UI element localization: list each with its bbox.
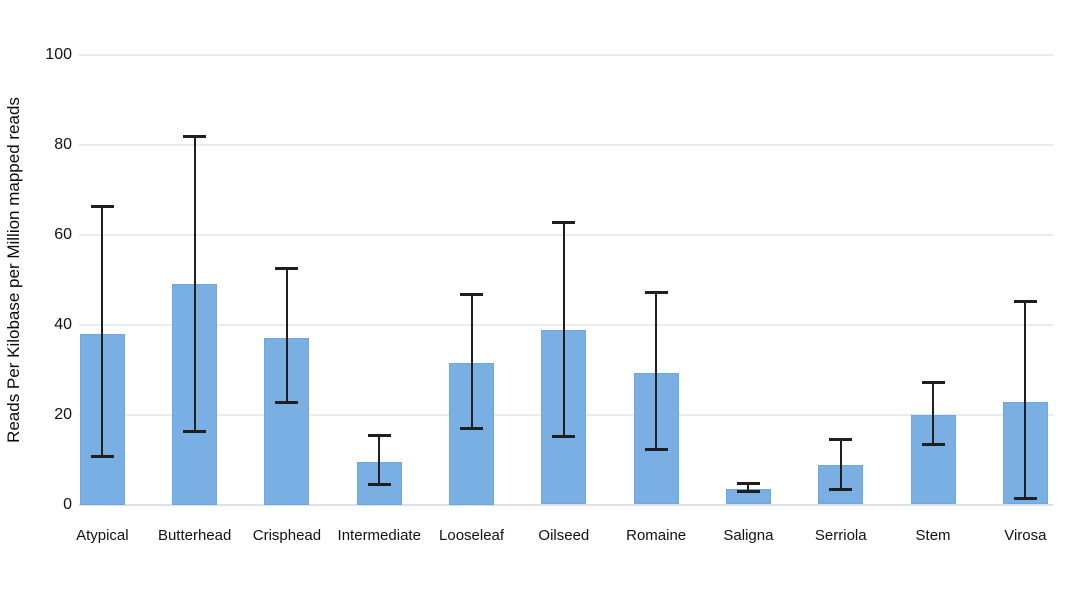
error-bar-cap-top xyxy=(644,291,668,295)
error-bar-cap-bottom xyxy=(552,435,576,439)
error-bar-cap-top xyxy=(829,438,853,442)
error-bar-cap-top xyxy=(275,267,299,271)
error-bar-line xyxy=(839,439,842,491)
error-bar-line xyxy=(655,292,658,451)
y-tick-label: 100 xyxy=(45,45,72,63)
x-tick-label: Crisphead xyxy=(252,527,322,544)
error-bar-line xyxy=(1024,301,1027,500)
error-bar-cap-bottom xyxy=(90,455,114,459)
error-bar-cap-top xyxy=(921,381,945,385)
gridline xyxy=(79,143,1053,146)
x-tick-label: Oilseed xyxy=(538,527,590,544)
x-tick-label: Saligna xyxy=(723,527,774,544)
error-bar-cap-bottom xyxy=(275,401,299,405)
x-tick-label: Stem xyxy=(915,527,951,544)
x-tick-label: Atypical xyxy=(76,527,129,544)
bar[interactable] xyxy=(449,362,495,505)
x-tick-label: Looseleaf xyxy=(439,527,505,544)
error-bar-cap-bottom xyxy=(644,448,668,452)
error-bar-cap-bottom xyxy=(460,427,484,431)
error-bar-cap-bottom xyxy=(921,443,945,447)
error-bar-cap-bottom xyxy=(736,490,760,494)
error-bar-line xyxy=(101,205,104,458)
error-bar-cap-top xyxy=(736,482,760,486)
x-tick-label: Romaine xyxy=(626,527,687,544)
error-bar-line xyxy=(932,382,935,446)
gridline xyxy=(79,53,1053,56)
error-bar-line xyxy=(470,293,473,430)
error-bar-line xyxy=(193,136,196,432)
error-bar-line xyxy=(562,222,565,438)
error-bar-cap-bottom xyxy=(183,429,207,433)
y-tick-label: 80 xyxy=(54,135,72,153)
error-bar-cap-top xyxy=(367,434,391,438)
error-bar-line xyxy=(747,483,750,493)
error-bar-cap-top xyxy=(90,204,114,208)
error-bar-cap-bottom xyxy=(829,488,853,492)
x-tick-label: Butterhead xyxy=(157,527,232,544)
y-tick-label: 40 xyxy=(54,315,72,333)
gridline xyxy=(79,233,1053,236)
x-axis-line xyxy=(79,503,1053,506)
error-bar-cap-bottom xyxy=(1013,497,1037,501)
error-bar-cap-top xyxy=(552,221,576,225)
x-tick-label: Serriola xyxy=(814,527,867,544)
error-bar-cap-top xyxy=(183,135,207,139)
gridline xyxy=(79,323,1053,326)
y-tick-label: 60 xyxy=(54,225,72,243)
error-bar-cap-bottom xyxy=(367,483,391,487)
error-bar-line xyxy=(285,268,288,404)
x-tick-label: Virosa xyxy=(1004,527,1047,544)
error-bar-cap-top xyxy=(1013,300,1037,304)
x-tick-label: Intermediate xyxy=(337,527,421,544)
y-tick-label: 20 xyxy=(54,405,72,423)
error-bar-cap-top xyxy=(460,292,484,296)
error-bar-line xyxy=(378,435,381,486)
y-tick-label: 0 xyxy=(63,495,72,513)
